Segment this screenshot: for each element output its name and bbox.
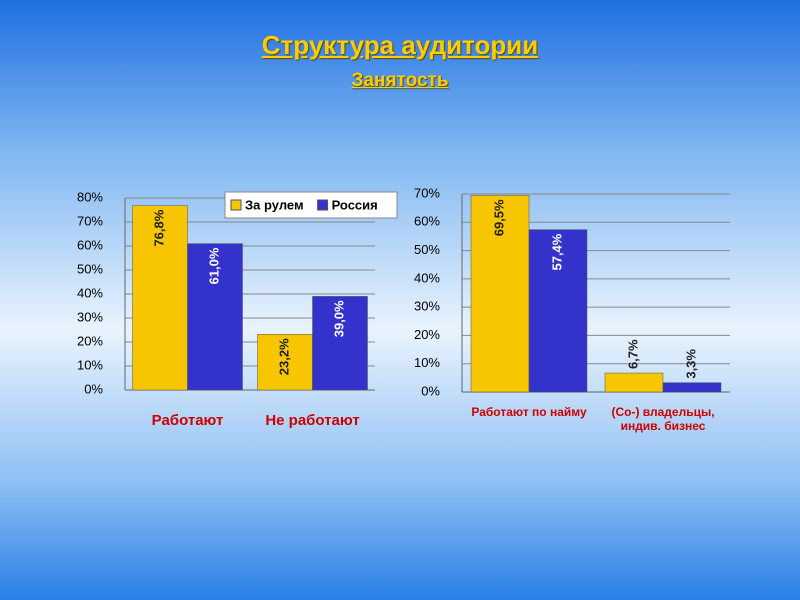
legend-swatch: [230, 199, 242, 211]
legend-label: За рулем: [245, 197, 304, 212]
bar: [662, 382, 722, 393]
bar: [187, 243, 243, 391]
value-label: 23,2%: [276, 338, 291, 375]
bar: [604, 372, 664, 393]
y-tick-label: 50%: [77, 261, 103, 276]
x-tick-label: Работают по найму: [471, 405, 587, 419]
y-tick-label: 40%: [414, 270, 440, 285]
y-tick-label: 30%: [414, 299, 440, 314]
x-tick-label: Не работают: [265, 412, 360, 429]
y-tick-label: 60%: [77, 237, 103, 252]
bar: [312, 296, 368, 391]
value-label: 39,0%: [331, 300, 346, 337]
y-tick-label: 20%: [414, 327, 440, 342]
y-tick-label: 60%: [414, 214, 440, 229]
y-tick-label: 30%: [77, 309, 103, 324]
legend-box: [224, 191, 398, 219]
x-tick-label: (Со-) владельцы, индив. бизнес: [611, 405, 715, 433]
value-label: 76,8%: [151, 209, 166, 246]
y-tick-label: 10%: [77, 357, 103, 372]
slide-title: Структура аудитории: [261, 30, 539, 60]
y-tick-label: 70%: [77, 213, 103, 228]
y-tick-label: 50%: [414, 242, 440, 257]
y-tick-label: 0%: [84, 381, 103, 396]
bar: [257, 334, 313, 391]
value-label: 61,0%: [206, 247, 221, 284]
y-tick-label: 0%: [421, 383, 440, 398]
legend-swatch: [317, 199, 329, 211]
y-tick-label: 80%: [77, 189, 103, 204]
x-tick-label: Работают: [151, 412, 224, 429]
y-tick-label: 10%: [414, 355, 440, 370]
y-tick-label: 20%: [77, 333, 103, 348]
value-label: 6,7%: [625, 339, 640, 369]
bar: [470, 195, 530, 393]
legend-label: Россия: [332, 197, 378, 212]
value-label: 69,5%: [491, 199, 506, 236]
y-tick-label: 40%: [77, 285, 103, 300]
slide-subtitle: Занятость: [351, 70, 449, 91]
value-label: 57,4%: [549, 233, 564, 270]
value-label: 3,3%: [683, 349, 698, 379]
bar: [132, 205, 188, 391]
y-tick-label: 70%: [414, 185, 440, 200]
bar: [528, 229, 588, 393]
